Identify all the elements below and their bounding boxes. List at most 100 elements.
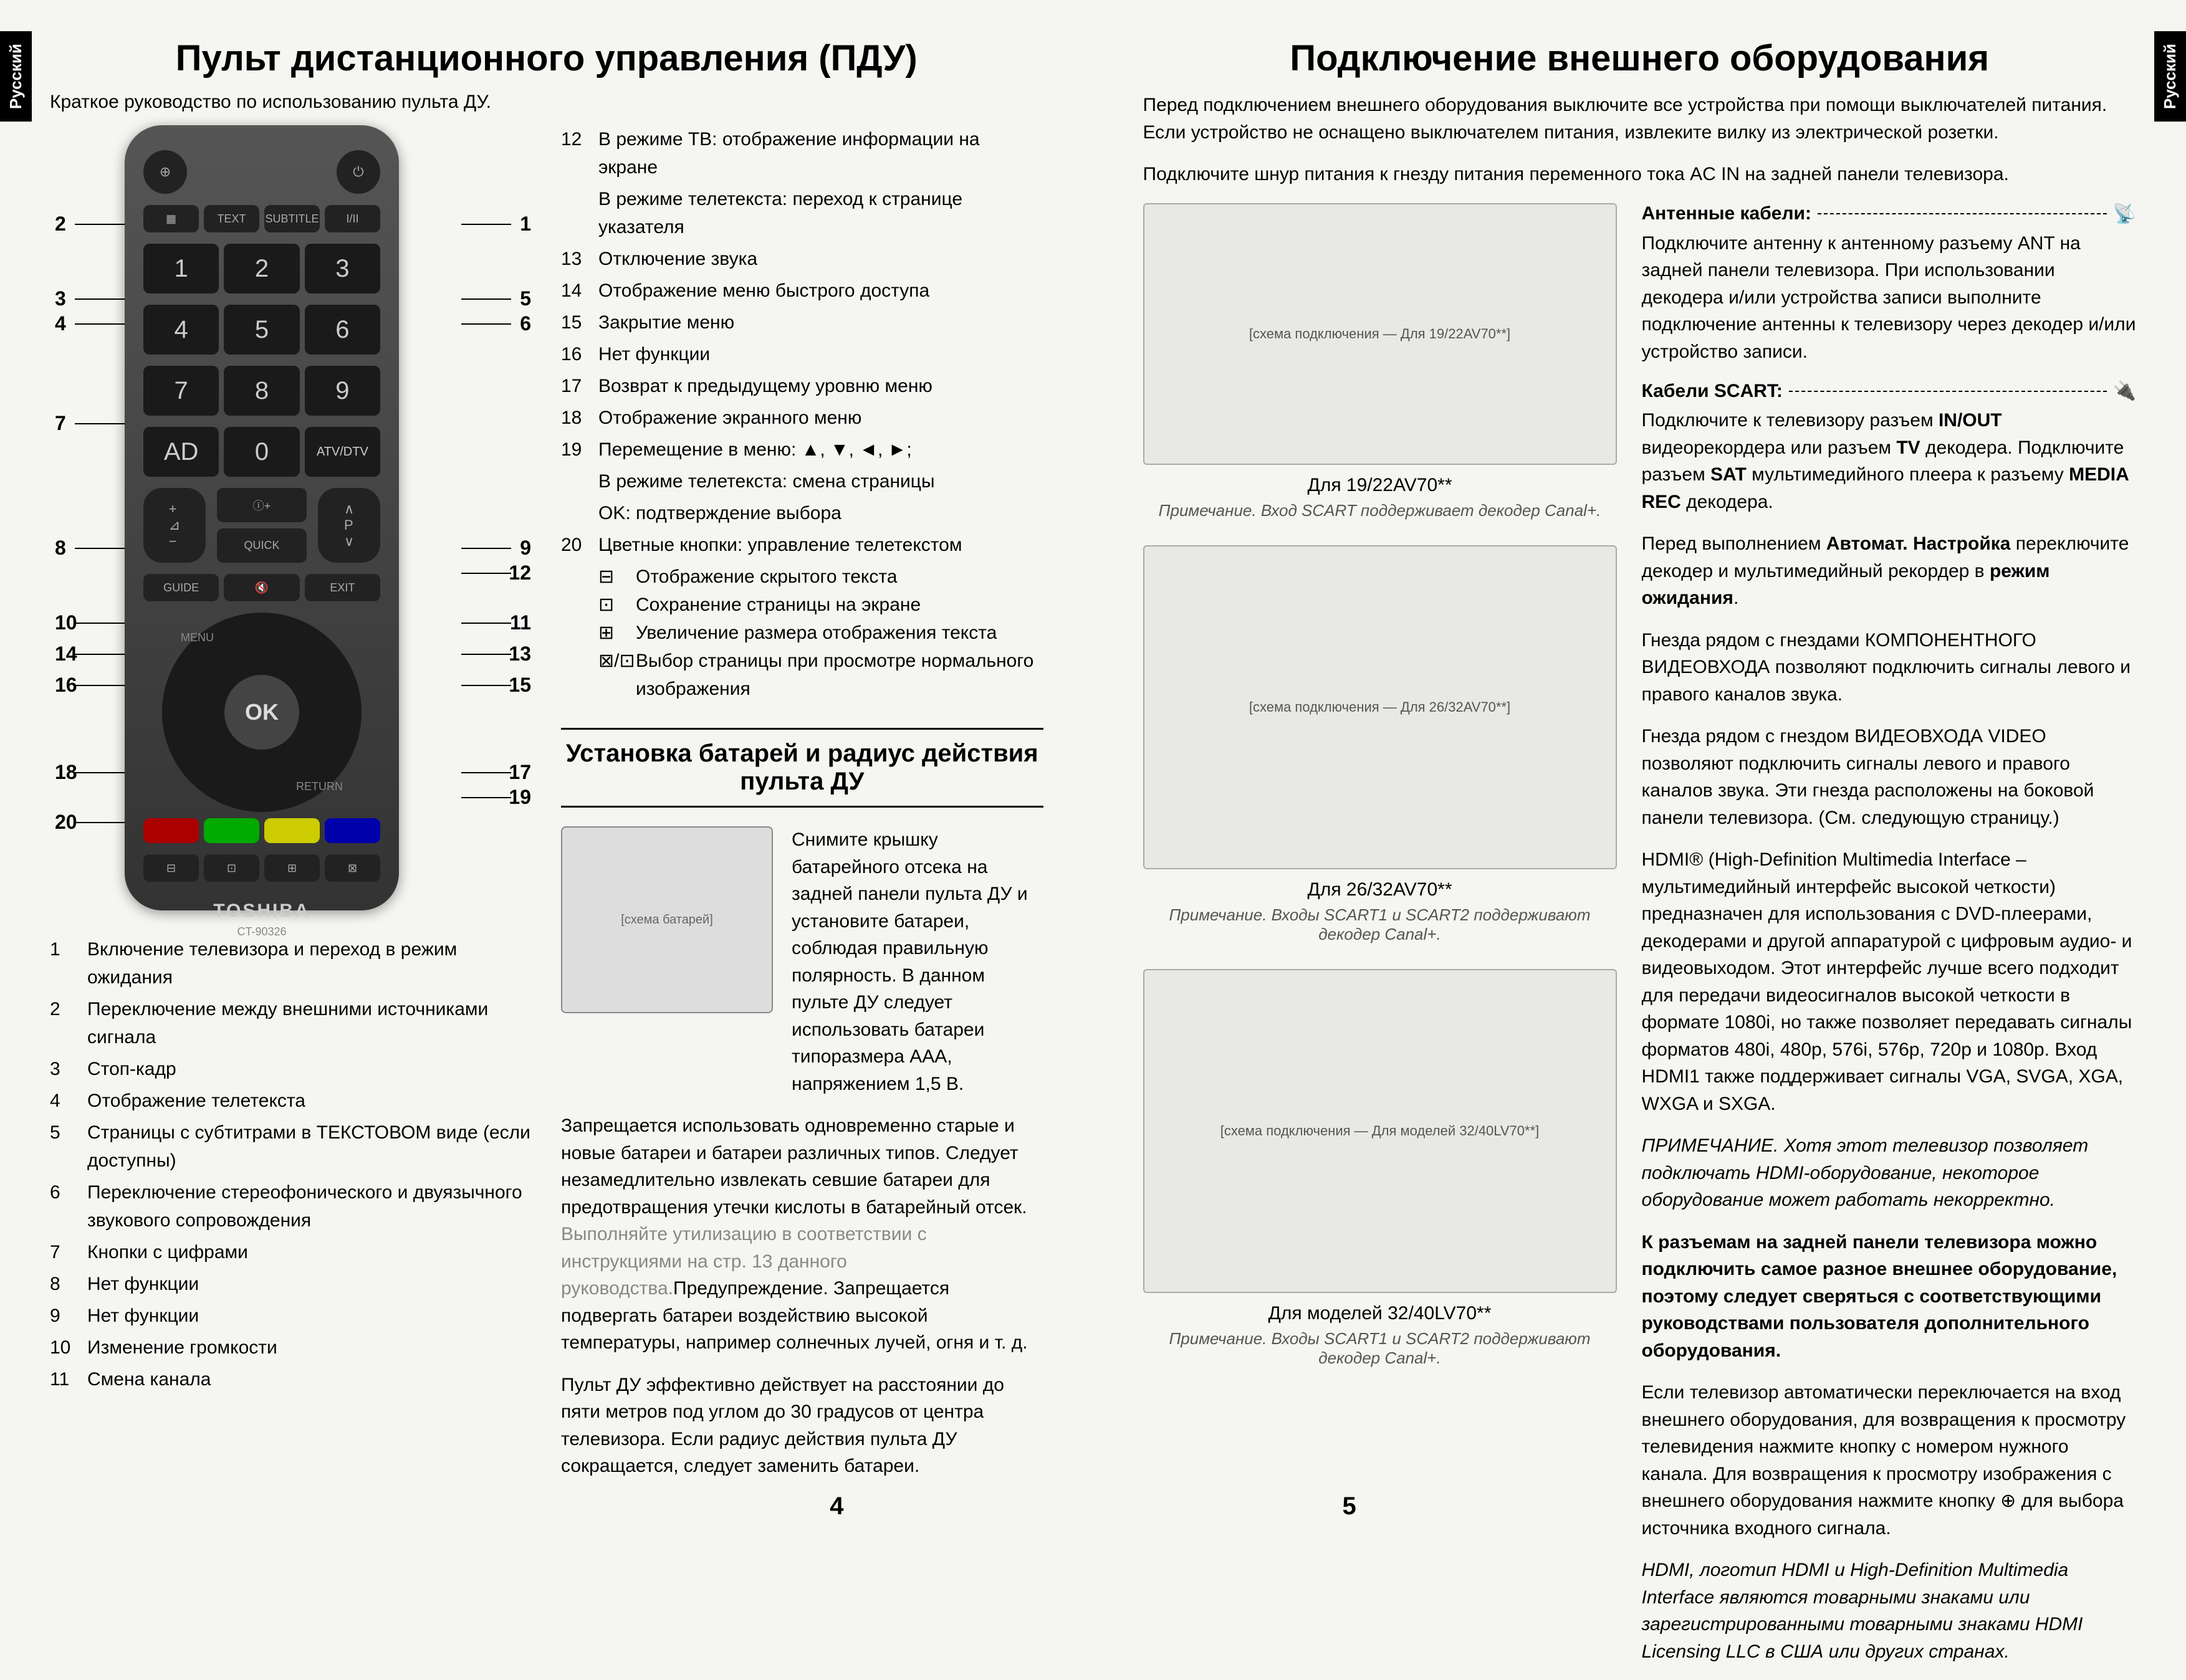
list-item: ⊠/⊡Выбор страницы при просмотре нормальн… [561,647,1043,703]
freeze-button: ▦ [143,205,199,232]
list-item: 16Нет функции [561,340,1043,368]
num-5: 5 [224,305,299,355]
info-button: ⓘ+ [217,488,307,522]
callout-9: 9 [515,537,536,560]
list-item: ⊞Увеличение размера отображения текста [561,619,1043,647]
list-item: 6Переключение стереофонического и двуязы… [50,1178,536,1234]
brand-label: TOSHIBA [143,900,380,922]
trademark-text: HDMI, логотип HDMI и High-Definition Mul… [1642,1557,2137,1665]
num-9: 9 [305,366,380,416]
power-button: ⏻ [337,150,380,194]
list-item: 2Переключение между внешними источниками… [50,995,536,1051]
list-item: 4Отображение телетекста [50,1087,536,1115]
callout-6: 6 [515,312,536,335]
page-5: Русский Подключение внешнего оборудовани… [1093,0,2186,1545]
hdmi-text: HDMI® (High-Definition Multimedia Interf… [1642,846,2137,1117]
list-item: ⊡Сохранение страницы на экране [561,591,1043,619]
exit-button: EXIT [305,574,380,601]
bold-note: К разъемам на задней панели телевизора м… [1642,1229,2137,1365]
diagram-note: Примечание. Вход SCART поддерживает деко… [1143,501,1617,520]
mute-button: 🔇 [224,574,299,601]
hdmi-note: ПРИМЕЧАНИЕ. Хотя этот телевизор позволяе… [1642,1132,2137,1214]
subtitle-button: SUBTITLE [264,205,320,232]
battery-warning-1: Запрещается использовать одновременно ст… [561,1112,1043,1357]
intro-1: Перед подключением внешнего оборудования… [1143,92,2137,146]
diagram-caption: Для моделей 32/40LV70** [1143,1303,1617,1324]
list-item: 17Возврат к предыдущему уровню меню [561,372,1043,400]
list-item: В режиме телетекста: переход к странице … [561,185,1043,241]
callout-4: 4 [50,312,71,335]
connection-diagram: [схема подключения — Для 19/22AV70**] [1143,203,1617,465]
page-title: Пульт дистанционного управления (ПДУ) [50,37,1043,79]
ad-button: AD [143,427,219,477]
model-label: CT-90326 [143,925,380,938]
scart-label: Кабели SCART:🔌 [1642,380,2137,402]
function-list-12-20: 12В режиме ТВ: отображение информации на… [561,125,1043,559]
menu-label: MENU [181,631,214,644]
connection-diagram: [схема подключения — Для 26/32AV70**] [1143,545,1617,869]
num-7: 7 [143,366,219,416]
page-number: 4 [830,1492,843,1520]
list-item: 11Смена канала [50,1365,536,1393]
scart-text-1: Подключите к телевизору разъем IN/OUT ви… [1642,407,2137,515]
component-text: Гнезда рядом с гнездами КОМПОНЕНТНОГО ВИ… [1642,627,2137,709]
intro-2: Подключите шнур питания к гнезду питания… [1143,161,2137,188]
page-number: 5 [1343,1492,1356,1520]
list-item: 3Стоп-кадр [50,1055,536,1083]
callout-3: 3 [50,287,71,310]
page-subtitle: Краткое руководство по использованию пул… [50,92,1043,113]
diagram-caption: Для 19/22AV70** [1143,475,1617,496]
dpad: MENU RETURN OK [162,613,362,812]
list-item: 5Страницы с субтитрами в ТЕКСТОВОМ виде … [50,1119,536,1175]
language-tab: Русский [0,31,32,122]
antenna-label: Антенные кабели:📡 [1642,203,2137,225]
remote-control: ⊕ ⏻ ▦ TEXT SUBTITLE I/II 123456789 AD 0 [125,125,399,910]
channel-rocker: ∧P∨ [318,488,380,563]
list-item: 1Включение телевизора и переход в режим … [50,935,536,991]
num-0: 0 [224,427,299,477]
list-item: 12В режиме ТВ: отображение информации на… [561,125,1043,181]
callout-1: 1 [515,212,536,236]
num-4: 4 [143,305,219,355]
color-buttons [143,818,380,843]
stereo-button: I/II [325,205,380,232]
callout-2: 2 [50,212,71,236]
list-item: 20Цветные кнопки: управление телетекстом [561,531,1043,559]
page-4: Русский Пульт дистанционного управления … [0,0,1093,1545]
list-item: OK: подтверждение выбора [561,499,1043,527]
text-button: TEXT [204,205,259,232]
diagram-note: Примечание. Входы SCART1 и SCART2 поддер… [1143,905,1617,944]
list-item: ⊟Отображение скрытого текста [561,563,1043,591]
callout-8: 8 [50,537,71,560]
page-title: Подключение внешнего оборудования [1143,37,2137,79]
num-1: 1 [143,244,219,294]
volume-rocker: +⊿− [143,488,206,563]
range-text: Пульт ДУ эффективно действует на расстоя… [561,1372,1043,1480]
list-item: 18Отображение экранного меню [561,404,1043,432]
num-2: 2 [224,244,299,294]
num-8: 8 [224,366,299,416]
list-item: 14Отображение меню быстрого доступа [561,277,1043,305]
remote-diagram: 234781014161820 1569121113151719 ⊕ ⏻ ▦ T… [50,125,536,935]
return-label: RETURN [296,780,343,793]
quick-button: QUICK [217,528,307,563]
list-item: 7Кнопки с цифрами [50,1238,536,1266]
list-item: В режиме телетекста: смена страницы [561,467,1043,495]
connection-diagram: [схема подключения — Для моделей 32/40LV… [1143,969,1617,1293]
diagram-note: Примечание. Входы SCART1 и SCART2 поддер… [1143,1329,1617,1368]
atv-dtv-button: ATV/DTV [305,427,380,477]
scart-text-2: Перед выполнением Автомат. Настройка пер… [1642,530,2137,612]
guide-button: GUIDE [143,574,219,601]
language-tab: Русский [2154,31,2186,122]
list-item: 8Нет функции [50,1270,536,1298]
callout-5: 5 [515,287,536,310]
antenna-text: Подключите антенну к антенному разъему A… [1642,230,2137,366]
battery-text: Снимите крышку батарейного отсека на зад… [792,826,1043,1097]
diagram-caption: Для 26/32AV70** [1143,879,1617,900]
function-list-1-11: 1Включение телевизора и переход в режим … [50,935,536,1393]
battery-diagram: [схема батарей] [561,826,773,1013]
num-3: 3 [305,244,380,294]
num-6: 6 [305,305,380,355]
list-item: 13Отключение звука [561,245,1043,273]
list-item: 15Закрытие меню [561,308,1043,336]
